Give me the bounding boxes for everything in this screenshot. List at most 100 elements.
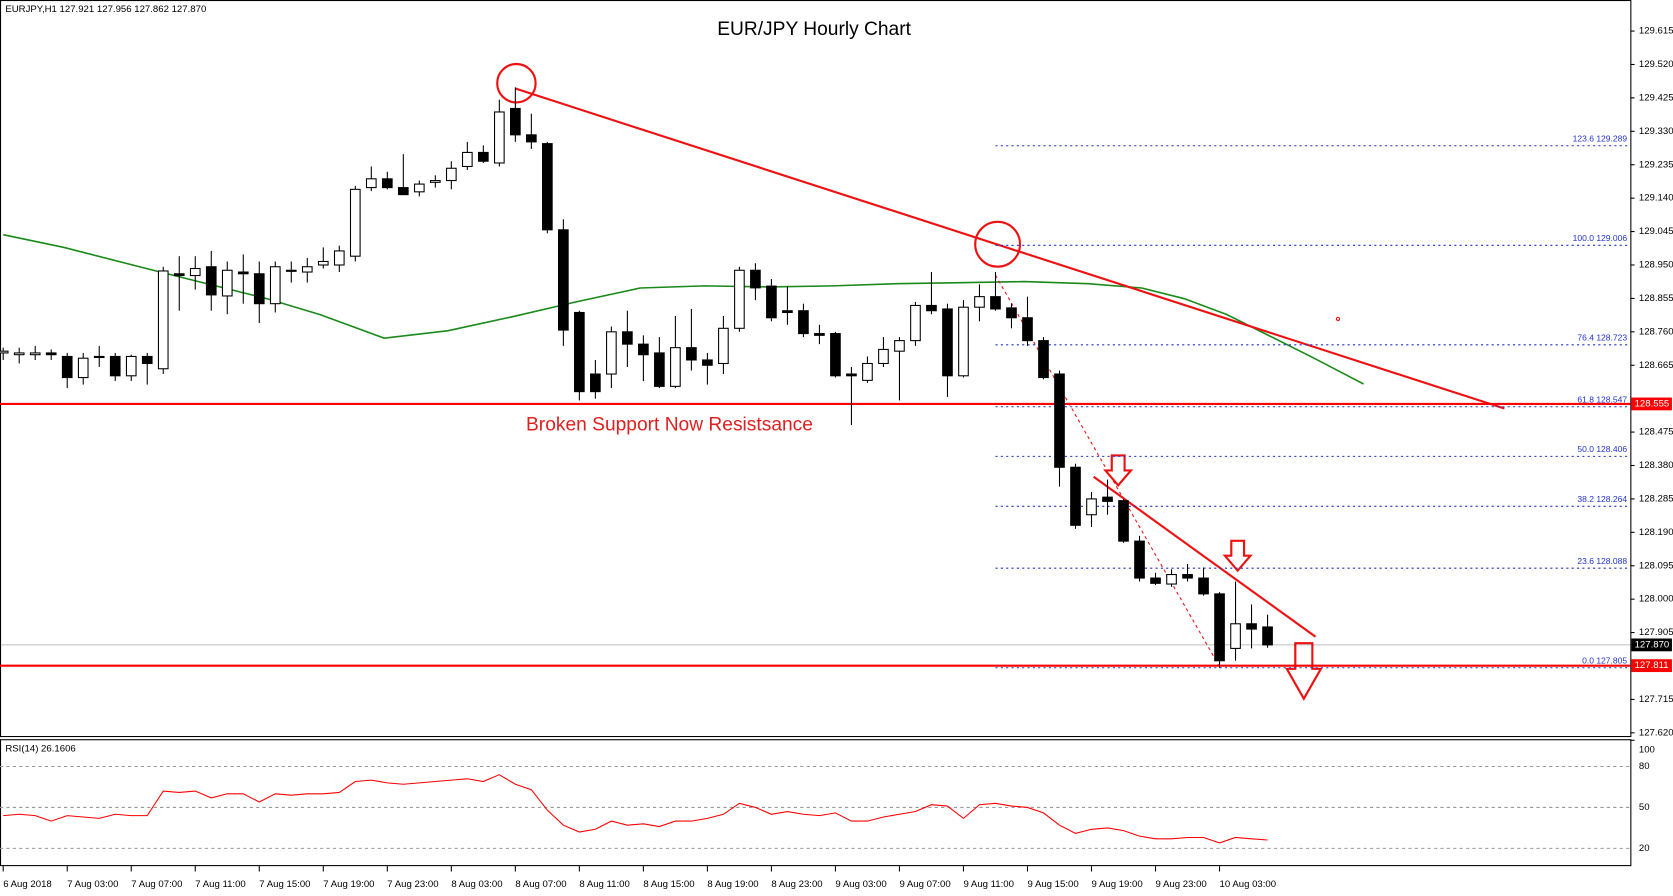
x-tick-label: 7 Aug 07:00 bbox=[131, 879, 182, 890]
x-tick-label: 9 Aug 03:00 bbox=[835, 879, 886, 890]
annotation: Broken Support Now Resistsance bbox=[526, 415, 813, 436]
main-frame bbox=[0, 0, 1632, 738]
candle-body bbox=[461, 151, 473, 168]
candle-body bbox=[750, 269, 761, 289]
candle-body bbox=[109, 355, 121, 377]
x-tick-label: 9 Aug 19:00 bbox=[1092, 879, 1143, 890]
candle-body bbox=[1038, 340, 1049, 379]
price-box-label: 128.555 bbox=[1635, 398, 1670, 409]
candle-body bbox=[542, 143, 553, 231]
x-tick-label: 7 Aug 19:00 bbox=[323, 879, 374, 890]
rsi-line bbox=[3, 774, 1268, 844]
candle-body bbox=[782, 310, 793, 314]
candle-body bbox=[445, 167, 457, 182]
candle-body bbox=[61, 355, 73, 379]
candle-body bbox=[766, 285, 777, 319]
candle-body bbox=[397, 187, 409, 196]
candle-body bbox=[365, 178, 377, 189]
y-tick-label: 129.520 bbox=[1639, 59, 1673, 70]
highlight-circle bbox=[974, 220, 1022, 268]
candle-body bbox=[926, 304, 937, 312]
candle-body bbox=[622, 331, 633, 345]
candle-body bbox=[510, 107, 521, 136]
candle-body bbox=[333, 250, 345, 266]
candle-body bbox=[990, 296, 1001, 310]
x-tick-label: 7 Aug 15:00 bbox=[259, 879, 310, 890]
y-tick-label: 127.715 bbox=[1639, 694, 1673, 705]
candle-body bbox=[830, 333, 841, 377]
candle-body bbox=[702, 359, 713, 366]
candle-body bbox=[429, 180, 441, 183]
x-tick-label: 8 Aug 15:00 bbox=[643, 879, 694, 890]
candle-body bbox=[1118, 500, 1129, 542]
candle-body bbox=[1182, 574, 1193, 579]
y-tick-label: 80 bbox=[1639, 761, 1650, 772]
candle-body bbox=[413, 183, 425, 193]
candle-body bbox=[93, 355, 105, 359]
fib-label: 76.4 128.723 bbox=[1577, 333, 1627, 343]
y-tick-label: 128.285 bbox=[1639, 493, 1673, 504]
candle-body bbox=[718, 327, 729, 365]
x-tick-label: 7 Aug 03:00 bbox=[67, 879, 118, 890]
x-tick-label: 8 Aug 11:00 bbox=[579, 879, 630, 890]
rsi-title: RSI(14) 26.1606 bbox=[5, 743, 75, 754]
chart-title: EUR/JPY Hourly Chart bbox=[717, 19, 911, 40]
candle-body bbox=[1022, 317, 1033, 342]
y-tick-label: 128.190 bbox=[1639, 527, 1673, 538]
trend-line bbox=[515, 87, 1505, 410]
candle-body bbox=[798, 310, 809, 335]
y-tick-label: 127.905 bbox=[1639, 627, 1673, 638]
x-tick-label: 9 Aug 11:00 bbox=[963, 879, 1014, 890]
candle-body bbox=[189, 267, 201, 277]
candle-body bbox=[253, 273, 265, 305]
candle-body bbox=[381, 178, 393, 189]
candle-body bbox=[1166, 574, 1177, 585]
candle-body bbox=[141, 355, 153, 365]
fib-label: 50.0 128.406 bbox=[1577, 444, 1627, 454]
candle-body bbox=[1086, 498, 1097, 516]
x-tick-label: 6 Aug 2018 bbox=[3, 879, 52, 890]
candle-body bbox=[125, 355, 137, 377]
candle-body bbox=[1102, 496, 1113, 502]
x-tick-label: 8 Aug 19:00 bbox=[707, 879, 758, 890]
y-tick-label: 50 bbox=[1639, 802, 1650, 813]
candle-body bbox=[574, 311, 585, 393]
x-tick-label: 7 Aug 11:00 bbox=[195, 879, 246, 890]
candle-body bbox=[590, 373, 601, 393]
x-tick-label: 7 Aug 23:00 bbox=[387, 879, 438, 890]
y-tick-label: 129.235 bbox=[1639, 159, 1673, 170]
candle-body bbox=[654, 352, 665, 387]
candle-body bbox=[606, 331, 617, 375]
candle-body bbox=[638, 343, 649, 356]
candle-body bbox=[478, 151, 489, 162]
y-tick-label: 128.855 bbox=[1639, 293, 1673, 304]
candle-body bbox=[862, 362, 873, 381]
candle-body bbox=[1214, 593, 1225, 662]
candle-body bbox=[317, 260, 329, 266]
y-tick-label: 128.950 bbox=[1639, 260, 1673, 271]
y-tick-label: 128.475 bbox=[1639, 427, 1673, 438]
x-tick-label: 9 Aug 07:00 bbox=[899, 879, 950, 890]
candle-body bbox=[29, 352, 41, 356]
candle-body bbox=[910, 304, 921, 342]
dot bbox=[1335, 316, 1341, 322]
y-tick-label: 129.615 bbox=[1639, 26, 1673, 37]
y-tick-label: 129.330 bbox=[1639, 126, 1673, 137]
x-tick-label: 8 Aug 07:00 bbox=[515, 879, 566, 890]
trend-line bbox=[1093, 475, 1317, 638]
y-tick-label: 128.665 bbox=[1639, 360, 1673, 371]
x-tick-label: 8 Aug 03:00 bbox=[451, 879, 502, 890]
candle-body bbox=[221, 269, 233, 297]
y-tick-label: 128.760 bbox=[1639, 326, 1673, 337]
price-box bbox=[1631, 397, 1672, 411]
candle-body bbox=[494, 111, 505, 164]
candle-body bbox=[894, 340, 905, 352]
candle-body bbox=[878, 348, 889, 365]
y-tick-label: 128.380 bbox=[1639, 460, 1673, 471]
y-tick-label: 128.095 bbox=[1639, 560, 1673, 571]
candle-body bbox=[942, 308, 953, 377]
y-tick-label: 128.000 bbox=[1639, 594, 1673, 605]
candle-body bbox=[45, 352, 57, 356]
